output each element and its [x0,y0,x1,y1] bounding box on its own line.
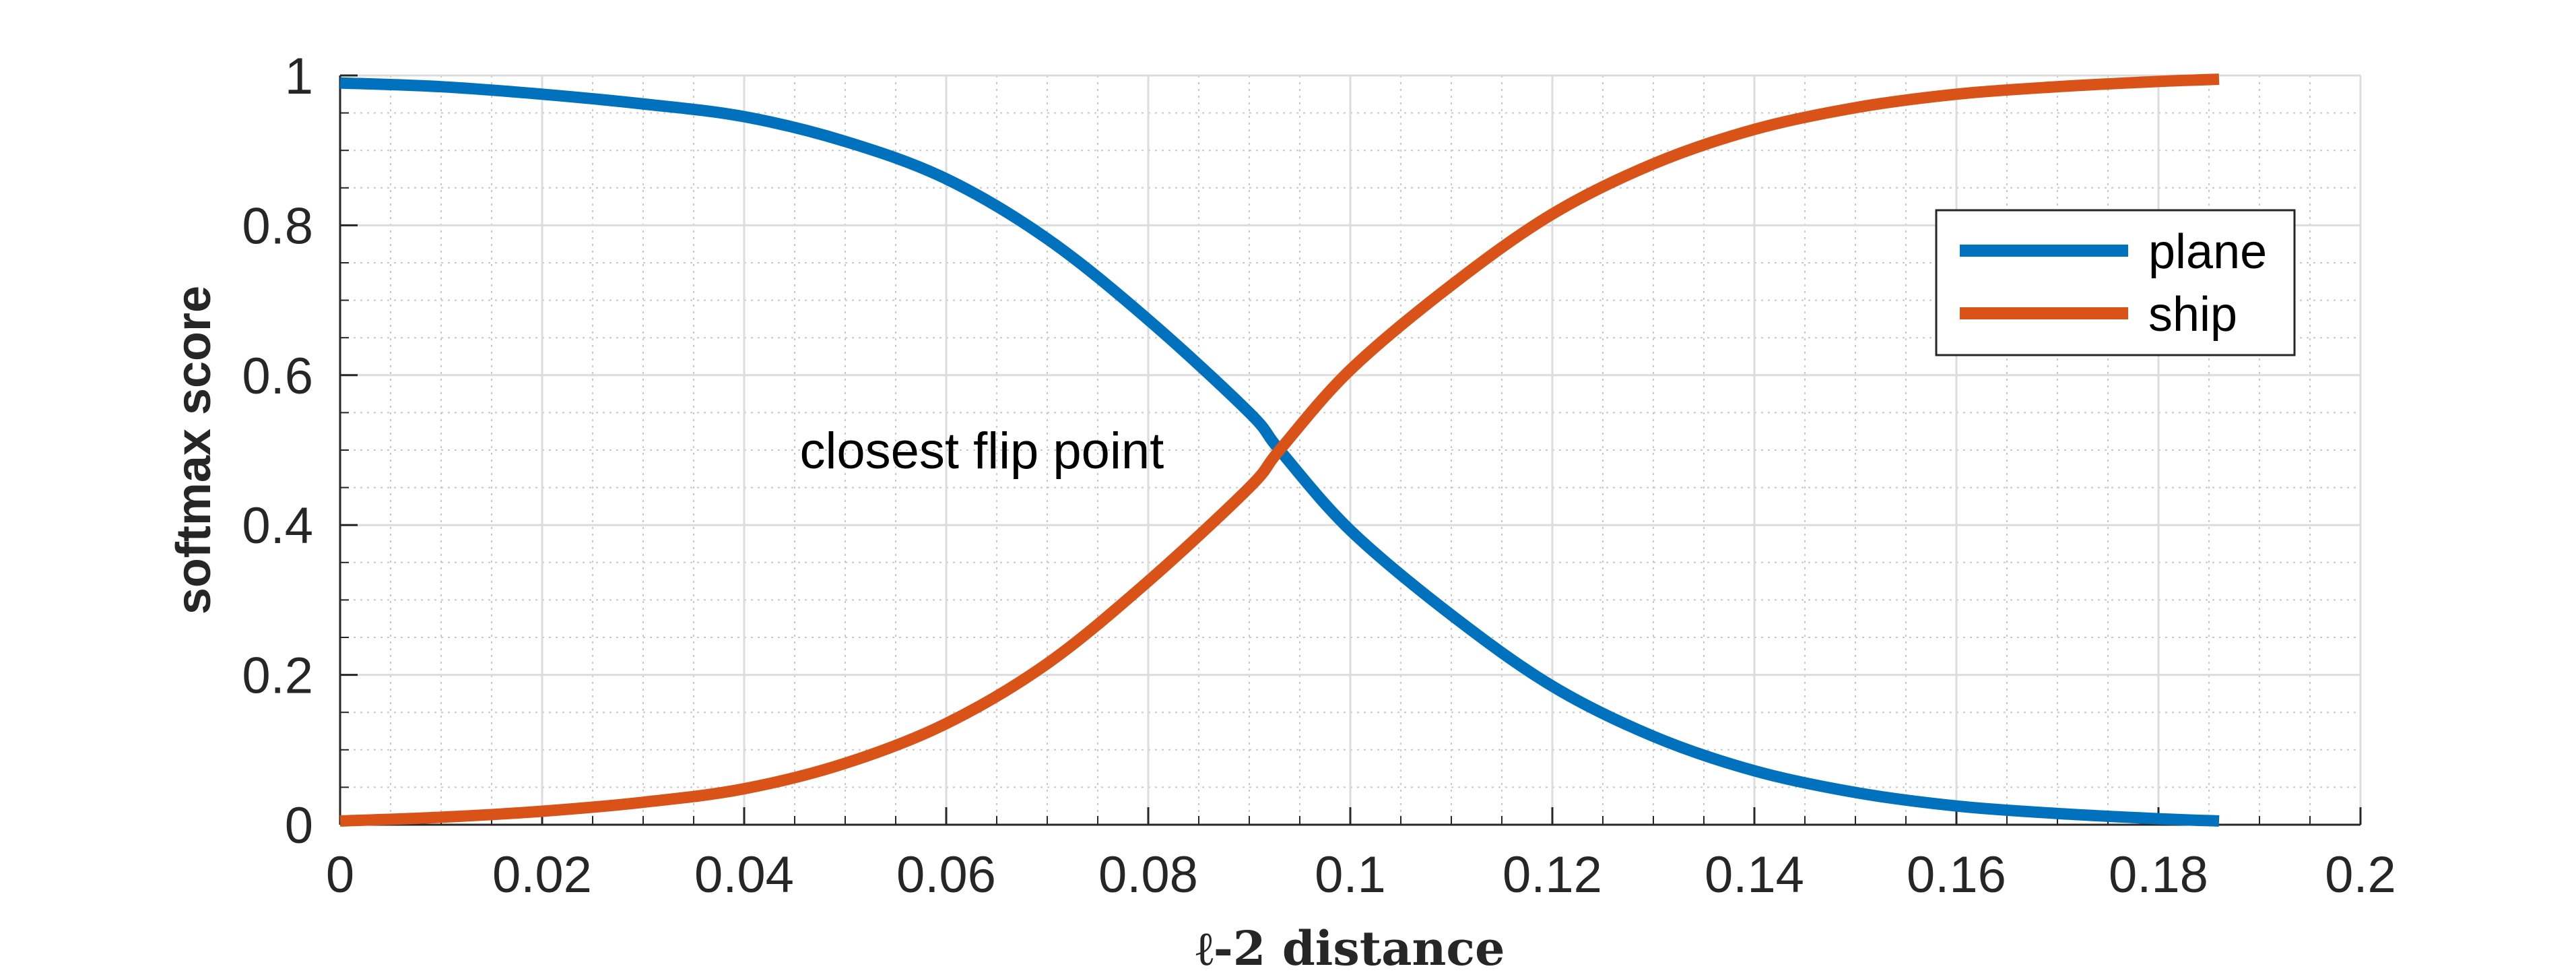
x-tick-label: 0 [326,846,354,904]
x-tick-label: 0.18 [2109,846,2208,904]
legend-box [1935,209,2296,356]
legend-label-plane: plane [2148,225,2267,279]
y-tick-label: 0.8 [242,197,313,255]
annotation-closest-flip-point: closest flip point [800,422,1164,480]
x-tick-label: 0.02 [492,846,592,904]
y-tick-label: 1 [285,48,313,105]
x-tick-label: 0.14 [1705,846,1804,904]
x-tick-label: 0.04 [694,846,794,904]
y-tick-label: 0.2 [242,648,313,705]
y-tick-label: 0 [285,797,313,854]
y-tick-label: 0.4 [242,497,313,555]
x-tick-label: 0.08 [1098,846,1198,904]
x-tick-label: 0.16 [1907,846,2006,904]
x-tick-label: 0.12 [1502,846,1602,904]
legend-label-ship: ship [2148,288,2237,342]
y-axis-title: softmax score [167,286,221,614]
series-lines [339,73,2220,827]
x-tick-label: 0.1 [1315,846,1386,904]
y-tick-labels: 0 0.2 0.4 0.6 0.8 1 [242,48,313,854]
x-tick-label: 0.06 [896,846,996,904]
legend: plane ship [1935,209,2296,356]
x-axis-title: ℓ-2 distance [1195,920,1505,976]
y-tick-label: 0.6 [242,348,313,405]
series-line-ship [339,73,2220,827]
x-tick-labels: 0 0.02 0.04 0.06 0.08 0.1 0.12 0.14 0.16 0.18 0.2 [326,846,2396,904]
x-tick-label: 0.2 [2325,846,2396,904]
